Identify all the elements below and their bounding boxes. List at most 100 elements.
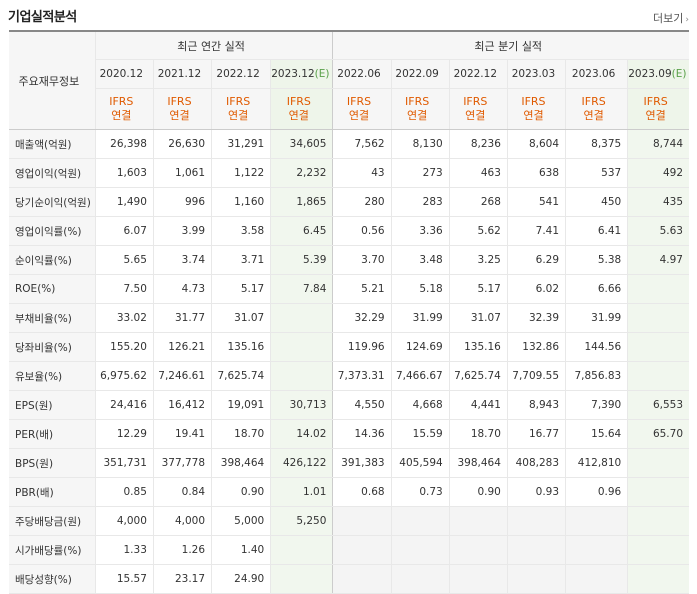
accounting-basis: IFRS 연결 bbox=[506, 88, 566, 130]
row-label: PBR(배) bbox=[9, 477, 96, 507]
quarter-period-header: 2023.06 bbox=[565, 59, 628, 89]
period-label: 2022.09 bbox=[395, 68, 439, 80]
period-label: 2023.09 bbox=[628, 68, 672, 80]
table-cell: 15.57 bbox=[94, 564, 154, 594]
table-cell: 7,466.67 bbox=[390, 361, 450, 391]
quarter-period-header: 2023.03 bbox=[506, 59, 566, 89]
table-cell bbox=[627, 332, 689, 362]
table-cell bbox=[506, 564, 566, 594]
estimate-mark: (E) bbox=[314, 68, 330, 80]
table-cell: 5.38 bbox=[565, 245, 628, 275]
table-cell: 15.64 bbox=[565, 419, 628, 449]
table-cell: 31.07 bbox=[211, 303, 271, 333]
table-cell bbox=[390, 535, 450, 565]
basis-scope: 연결 bbox=[583, 109, 604, 122]
table-cell: 398,464 bbox=[448, 448, 508, 478]
table-row: 매출액(억원) 26,398 26,630 31,291 34,605 7,562 8,13… bbox=[9, 129, 689, 159]
table-cell: 405,594 bbox=[390, 448, 450, 478]
table-cell: 426,122 bbox=[270, 448, 333, 478]
quarter-period-header: 2022.12 bbox=[448, 59, 508, 89]
basis-standard: IFRS bbox=[286, 95, 311, 108]
table-row: 주당배당금(원) 4,000 4,000 5,000 5,250 bbox=[9, 506, 689, 536]
table-cell: 1.01 bbox=[270, 477, 333, 507]
annual-group-header: 최근 연간 실적 bbox=[94, 30, 333, 60]
basis-scope: 연결 bbox=[111, 109, 132, 122]
basis-standard: IFRS bbox=[167, 95, 192, 108]
table-cell bbox=[565, 535, 628, 565]
table-cell: 3.25 bbox=[448, 245, 508, 275]
table-cell bbox=[270, 303, 333, 333]
table-cell: 6,975.62 bbox=[94, 361, 154, 391]
row-label: 주당배당금(원) bbox=[9, 506, 96, 536]
basis-scope: 연결 bbox=[288, 109, 309, 122]
table-cell: 126.21 bbox=[152, 332, 212, 362]
table-cell: 3.99 bbox=[152, 216, 212, 246]
table-cell: 7.84 bbox=[270, 274, 333, 304]
section-title: 기업실적분석 bbox=[8, 10, 77, 25]
period-label: 2020.12 bbox=[99, 68, 144, 80]
table-cell: 6.07 bbox=[94, 216, 154, 246]
table-cell: 34,605 bbox=[270, 129, 333, 159]
table-cell: 1.26 bbox=[152, 535, 212, 565]
table-cell: 412,810 bbox=[565, 448, 628, 478]
table-cell: 0.85 bbox=[94, 477, 154, 507]
table-cell: 135.16 bbox=[448, 332, 508, 362]
table-cell: 7,709.55 bbox=[506, 361, 566, 391]
table-cell: 1,865 bbox=[270, 187, 333, 217]
row-label: 매출액(억원) bbox=[9, 129, 96, 159]
table-cell: 31,291 bbox=[211, 129, 271, 159]
table-cell: 7.41 bbox=[506, 216, 566, 246]
table-cell bbox=[627, 361, 689, 391]
table-cell bbox=[270, 564, 333, 594]
table-cell: 6.66 bbox=[565, 274, 628, 304]
table-row: 영업이익률(%) 6.07 3.99 3.58 6.45 0.56 3.36 5.62 7.41… bbox=[9, 216, 689, 246]
table-cell: 398,464 bbox=[211, 448, 271, 478]
table-cell: 0.84 bbox=[152, 477, 212, 507]
table-cell: 0.90 bbox=[211, 477, 271, 507]
table-cell: 268 bbox=[448, 187, 508, 217]
table-cell bbox=[627, 448, 689, 478]
table-cell: 155.20 bbox=[94, 332, 154, 362]
table-cell: 4.97 bbox=[627, 245, 689, 275]
table-row: 당기순이익(억원) 1,490 996 1,160 1,865 280 283 268 541 4… bbox=[9, 187, 689, 217]
table-cell: 5.62 bbox=[448, 216, 508, 246]
table-cell: 3.74 bbox=[152, 245, 212, 275]
accounting-basis: IFRS 연결 bbox=[270, 88, 333, 130]
table-cell: 1,061 bbox=[152, 158, 212, 188]
more-link[interactable]: 더보기 › bbox=[653, 10, 689, 26]
table-cell: 4,668 bbox=[390, 390, 450, 420]
table-cell: 0.93 bbox=[506, 477, 566, 507]
table-cell: 273 bbox=[390, 158, 450, 188]
period-label: 2021.12 bbox=[157, 68, 202, 80]
table-cell: 5,250 bbox=[270, 506, 333, 536]
table-cell: 8,604 bbox=[506, 129, 566, 159]
table-cell: 1,603 bbox=[94, 158, 154, 188]
row-label: EPS(원) bbox=[9, 390, 96, 420]
table-cell: 19.41 bbox=[152, 419, 212, 449]
table-cell bbox=[627, 477, 689, 507]
accounting-basis: IFRS 연결 bbox=[565, 88, 628, 130]
table-cell bbox=[332, 564, 392, 594]
table-cell: 351,731 bbox=[94, 448, 154, 478]
table-cell: 6,553 bbox=[627, 390, 689, 420]
table-cell: 7,246.61 bbox=[152, 361, 212, 391]
table-cell: 537 bbox=[565, 158, 628, 188]
table-cell bbox=[448, 564, 508, 594]
table-cell: 3.70 bbox=[332, 245, 392, 275]
table-cell bbox=[565, 564, 628, 594]
table-cell: 124.69 bbox=[390, 332, 450, 362]
chevron-right-icon: › bbox=[685, 15, 689, 25]
basis-scope: 연결 bbox=[228, 109, 249, 122]
row-label: 당좌비율(%) bbox=[9, 332, 96, 362]
table-cell bbox=[332, 506, 392, 536]
table-cell: 638 bbox=[506, 158, 566, 188]
table-cell: 6.45 bbox=[270, 216, 333, 246]
basis-standard: IFRS bbox=[226, 95, 251, 108]
period-label: 2023.03 bbox=[511, 68, 556, 80]
row-label: 시가배당률(%) bbox=[9, 535, 96, 565]
table-cell: 1,160 bbox=[211, 187, 271, 217]
table-cell: 8,130 bbox=[390, 129, 450, 159]
table-cell bbox=[627, 564, 689, 594]
table-cell: 18.70 bbox=[211, 419, 271, 449]
annual-period-header: 2021.12 bbox=[152, 59, 212, 89]
